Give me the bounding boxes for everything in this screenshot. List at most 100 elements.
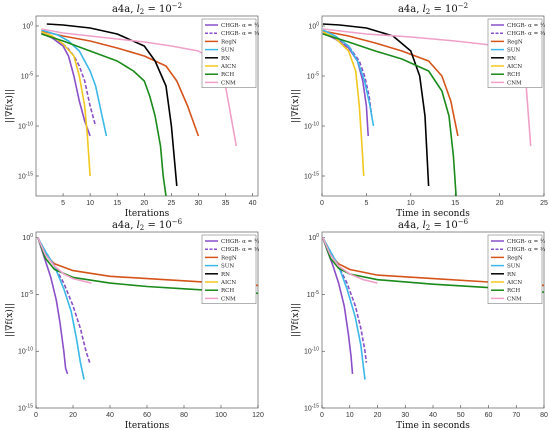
legend-label: AICN [506, 64, 522, 70]
chart-panel-3: a4a, l2 = 10−6 0 20 40 60 80 100 120 100 10-5 10-1… [4, 218, 264, 430]
title-var: l [423, 220, 426, 231]
legend-label: RCH [507, 72, 520, 78]
title-exp: −6 [458, 218, 469, 226]
title-sub: 2 [140, 224, 144, 232]
legend-label: RCH [221, 288, 234, 294]
title-main: a4a, [112, 4, 137, 15]
title-sub: 2 [426, 8, 430, 16]
title-main: a4a, [398, 220, 423, 231]
title-sub: 2 [140, 8, 144, 16]
x-tick-label: 20 [69, 412, 77, 419]
y-axis-label: ||∇f(x)|| [290, 303, 301, 337]
chart-title: a4a, l2 = 10−2 [112, 2, 182, 16]
x-tick-label: 60 [485, 412, 493, 419]
title-var: l [137, 4, 140, 15]
series-line-rch [41, 33, 167, 196]
legend-label: RegN [221, 255, 237, 261]
x-tick-label: 120 [252, 412, 264, 419]
chart-panel-1: a4a, l2 = 10−2 5 10 15 20 25 30 35 40 100 10-5 10-1… [4, 2, 260, 219]
y-axis-label: ||∇f(x)|| [4, 89, 15, 123]
series-line-cnm [41, 28, 238, 147]
legend-label: RN [507, 272, 516, 278]
x-tick-label: 0 [320, 200, 324, 207]
x-tick-label: 25 [540, 200, 548, 207]
x-tick-label: 10 [407, 200, 415, 207]
legend-label: CNM [507, 296, 522, 302]
legend-label: AICN [220, 280, 236, 286]
y-tick-label: 10-15 [304, 172, 319, 181]
legend: CHGR- α = ½ CHGR- α = ⅓ RegN SUN RN AICN RCH CN… [201, 18, 260, 88]
y-tick-label: 100 [308, 22, 319, 31]
x-tick-label: 15 [113, 200, 121, 207]
y-tick-label: 100 [308, 233, 319, 242]
legend-label: SUN [221, 48, 234, 54]
series-line-regn [322, 30, 459, 137]
series-line-rn [46, 23, 178, 187]
legend-box [201, 18, 257, 88]
legend-label: CNM [221, 80, 236, 86]
legend-label: RCH [221, 72, 234, 78]
series-line-sun [41, 29, 108, 137]
legend-label: RN [221, 56, 230, 62]
legend-label: SUN [507, 48, 520, 54]
legend-label: RCH [507, 288, 520, 294]
x-tick-label: 5 [364, 200, 368, 207]
series-line-sun [322, 237, 366, 380]
legend-label: CHGR- α = ⅓ [221, 247, 260, 253]
x-tick-label: 10 [86, 200, 94, 207]
x-tick-label: 50 [457, 412, 465, 419]
series-line-sun [37, 237, 85, 380]
y-tick-label: 100 [22, 22, 33, 31]
series-group [41, 23, 238, 196]
x-tick-label: 20 [374, 412, 382, 419]
title-var: l [423, 4, 426, 15]
legend-label: CNM [507, 80, 522, 86]
x-tick-label: 20 [496, 200, 504, 207]
series-line-rch [322, 33, 457, 196]
chart-title: a4a, l2 = 10−6 [112, 218, 183, 232]
title-main: a4a, [112, 220, 137, 231]
x-tick-label: 80 [180, 412, 188, 419]
series-line-cnm [322, 237, 378, 284]
x-tick-label: 40 [106, 412, 114, 419]
title-var: l [137, 220, 140, 231]
series-line-rn [322, 23, 430, 187]
x-tick-label: 70 [512, 412, 520, 419]
legend-label: SUN [507, 264, 520, 270]
title-sub: 2 [426, 224, 430, 232]
title-exp: −2 [458, 2, 468, 10]
series-line-cnm [37, 237, 92, 284]
y-tick-label: 10-10 [18, 122, 33, 131]
y-tick-label: 10-5 [307, 72, 319, 81]
chart-panel-2: a4a, l2 = 10−2 0 5 10 15 20 25 100 10-5 10-10 10-1… [290, 2, 548, 219]
series-line-rch [322, 237, 544, 293]
y-tick-label: 10-5 [21, 72, 33, 81]
legend-label: CHGR- α = ½ [507, 238, 545, 245]
chart-panel-4: a4a, l2 = 10−6 0 10 20 30 40 50 60 70 80 100 10-5 10… [290, 218, 548, 430]
x-tick-label: 35 [222, 200, 230, 207]
legend: CHGR- α = ½ CHGR- α = ⅓ RegN SUN RN AICN RCH CN… [487, 234, 546, 304]
legend-label: CHGR- α = ⅓ [221, 31, 260, 37]
x-tick-label: 0 [34, 412, 38, 419]
legend-label: SUN [221, 264, 234, 270]
y-tick-label: 10-5 [21, 290, 33, 299]
series-line-regn [41, 30, 200, 137]
legend-label: CNM [221, 296, 236, 302]
x-tick-label: 40 [429, 412, 437, 419]
legend-box [201, 234, 257, 304]
legend-label: RegN [221, 39, 237, 45]
legend-label: RN [221, 272, 230, 278]
y-tick-label: 10-5 [307, 290, 319, 299]
legend-label: RegN [507, 39, 523, 45]
y-tick-label: 100 [22, 233, 33, 242]
legend-label: RN [507, 56, 516, 62]
legend-box [487, 18, 543, 88]
title-exp: −6 [172, 218, 183, 226]
y-tick-label: 10-10 [304, 347, 319, 356]
x-tick-label: 30 [401, 412, 409, 419]
legend-label: AICN [220, 64, 236, 70]
title-exp: −2 [172, 2, 182, 10]
legend-label: CHGR- α = ⅓ [507, 31, 546, 37]
y-tick-label: 10-15 [18, 172, 33, 181]
